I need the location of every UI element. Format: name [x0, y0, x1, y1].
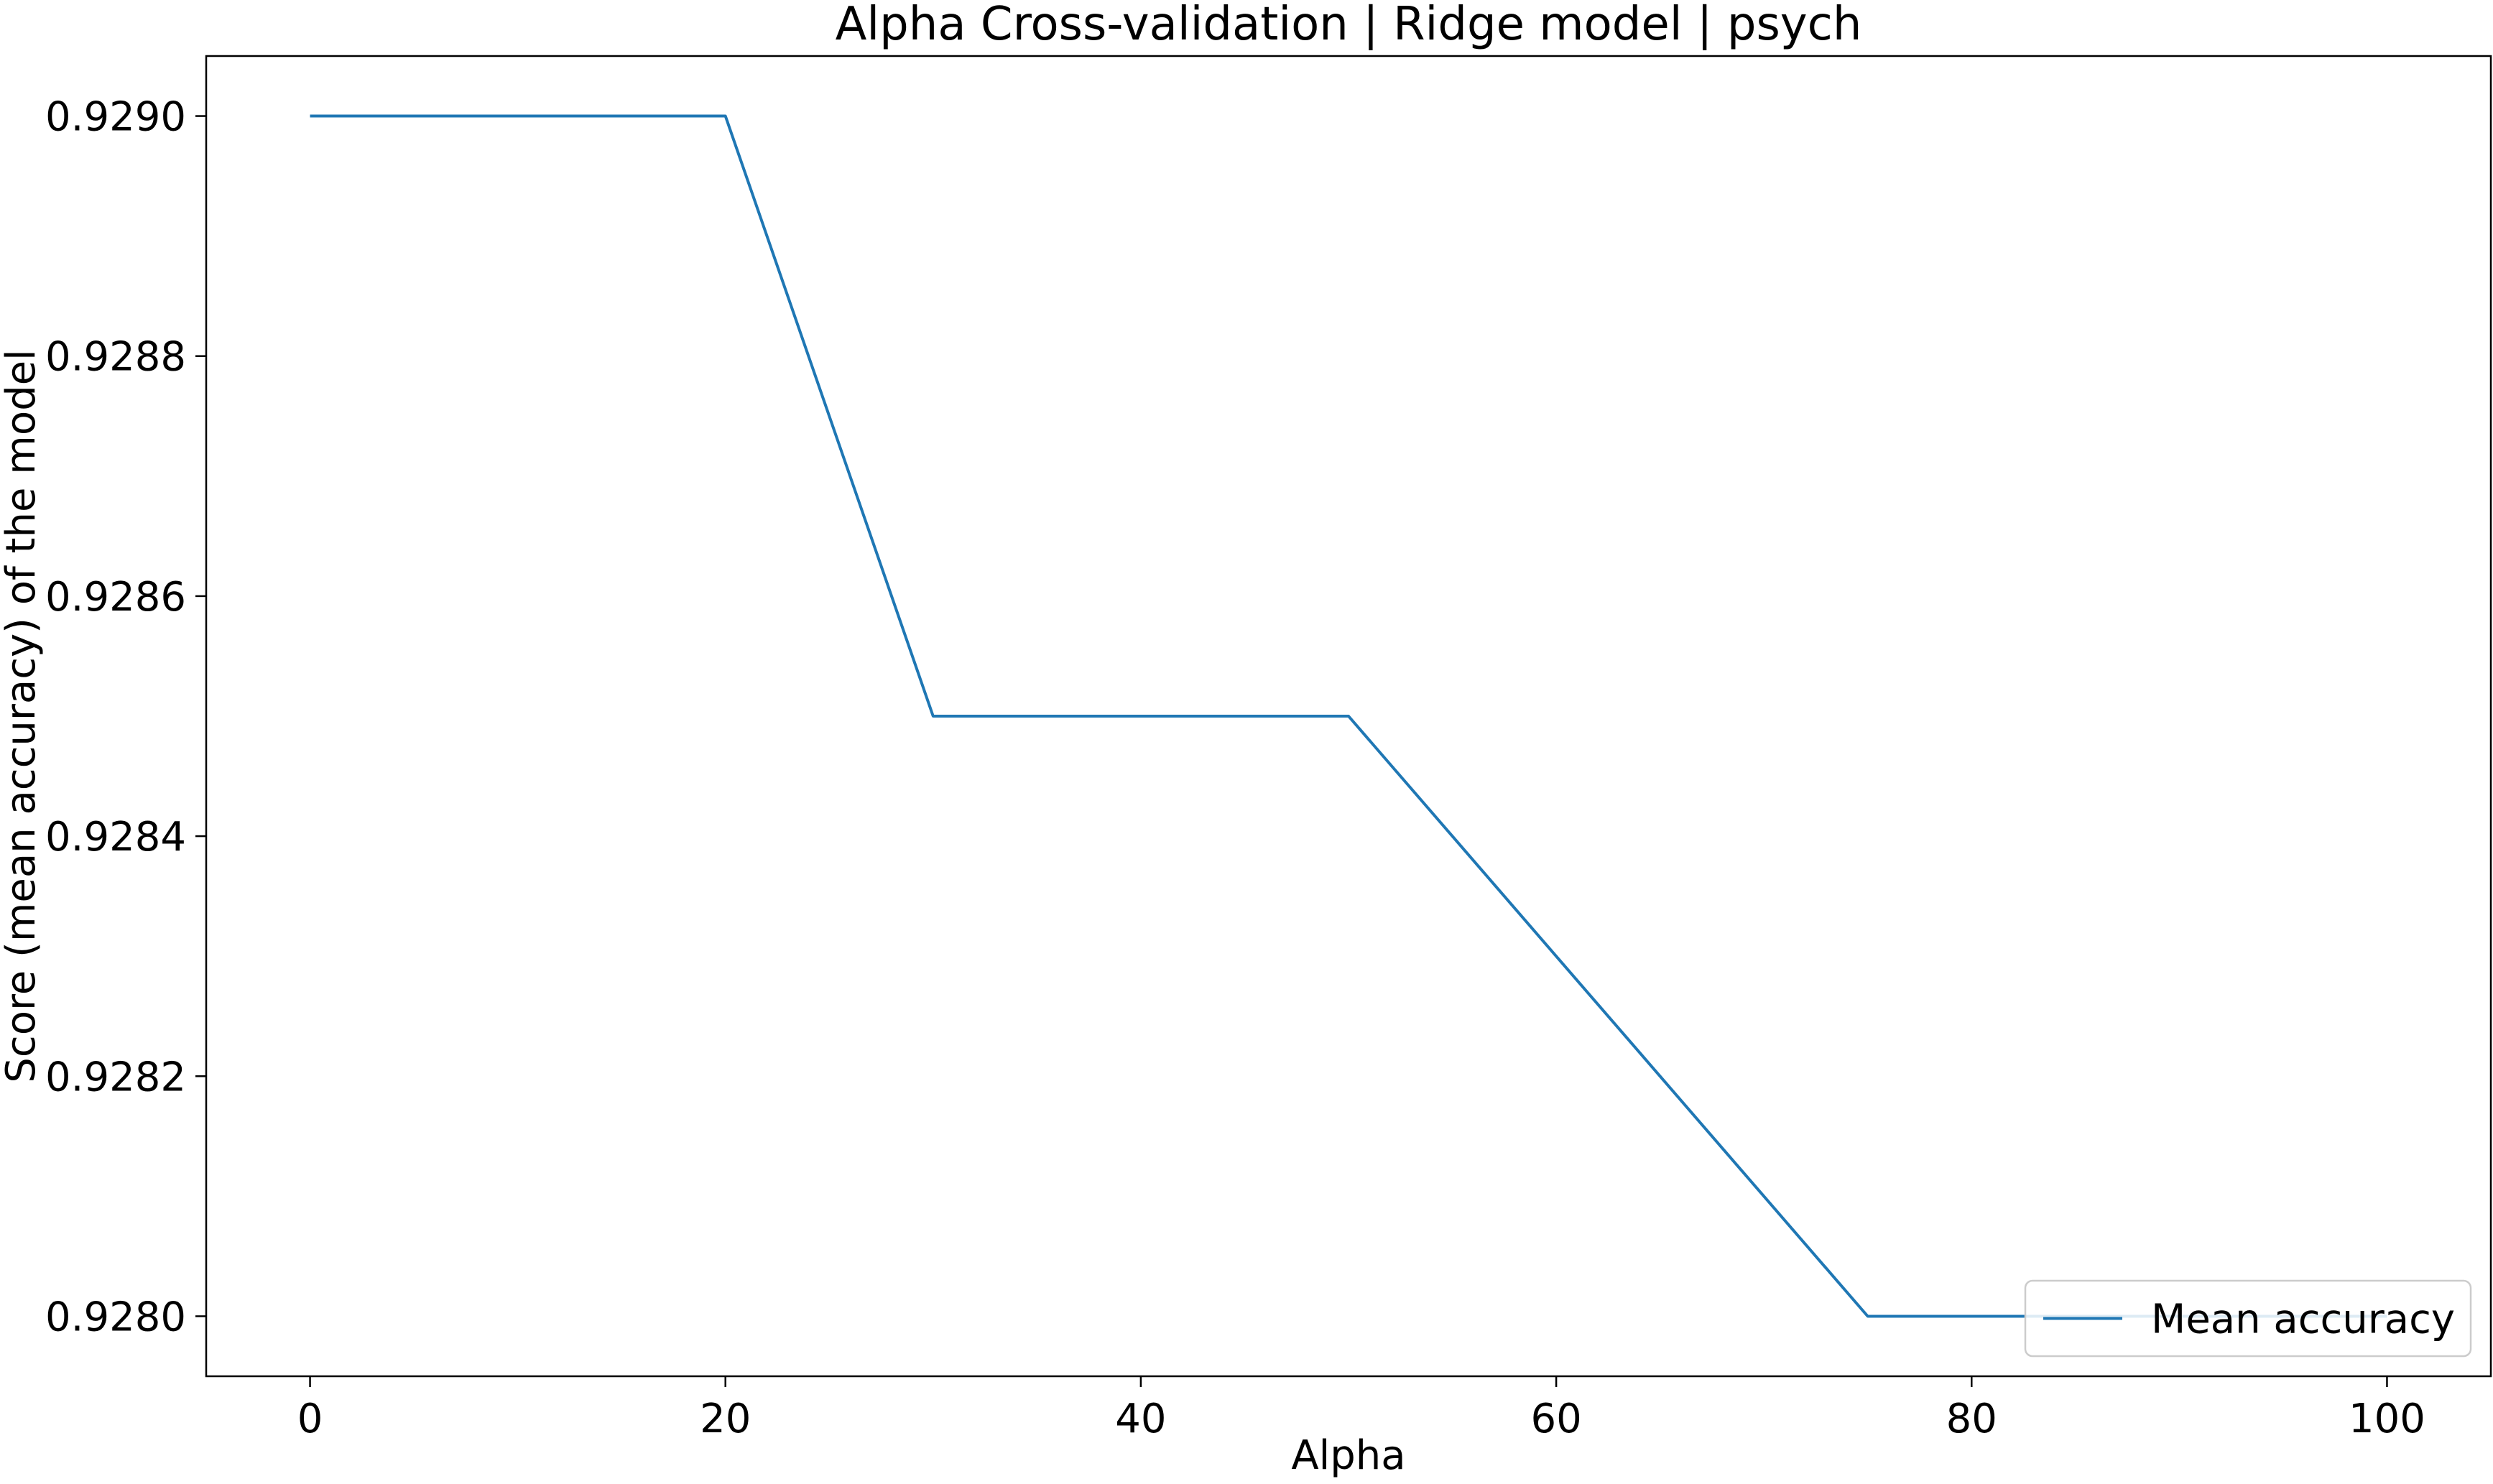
legend: Mean accuracy — [2024, 1279, 2472, 1358]
x-tick-label: 40 — [1115, 1396, 1166, 1442]
y-tick-label: 0.9282 — [45, 1054, 186, 1100]
y-axis-label: Score (mean accuracy) of the model — [0, 349, 45, 1082]
x-tick-label: 80 — [1946, 1396, 1997, 1442]
x-tick-label: 60 — [1530, 1396, 1581, 1442]
series-layer — [310, 114, 2387, 1318]
y-axis-ticks: 0.9280 0.9282 0.9284 0.9286 0.9288 0.9290 — [45, 94, 206, 1340]
y-tick-label: 0.9288 — [45, 334, 186, 381]
plot-area-frame — [205, 55, 2492, 1378]
series-line — [310, 114, 2387, 1318]
y-tick-label: 0.9280 — [45, 1294, 186, 1340]
y-tick-label: 0.9284 — [45, 814, 186, 861]
y-tick-label: 0.9290 — [45, 94, 186, 141]
legend-label: Mean accuracy — [2151, 1297, 2455, 1343]
x-tick-label: 0 — [297, 1396, 323, 1442]
x-axis-label: Alpha — [1291, 1432, 1405, 1479]
x-tick-label: 100 — [2349, 1396, 2425, 1442]
x-tick-label: 20 — [700, 1396, 751, 1442]
x-axis-ticks: 0 20 40 60 80 100 — [297, 1376, 2425, 1442]
legend-box — [2024, 1279, 2472, 1358]
chart-title: Alpha Cross-validation | Ridge model | p… — [836, 0, 1862, 51]
y-tick-label: 0.9286 — [45, 574, 186, 621]
